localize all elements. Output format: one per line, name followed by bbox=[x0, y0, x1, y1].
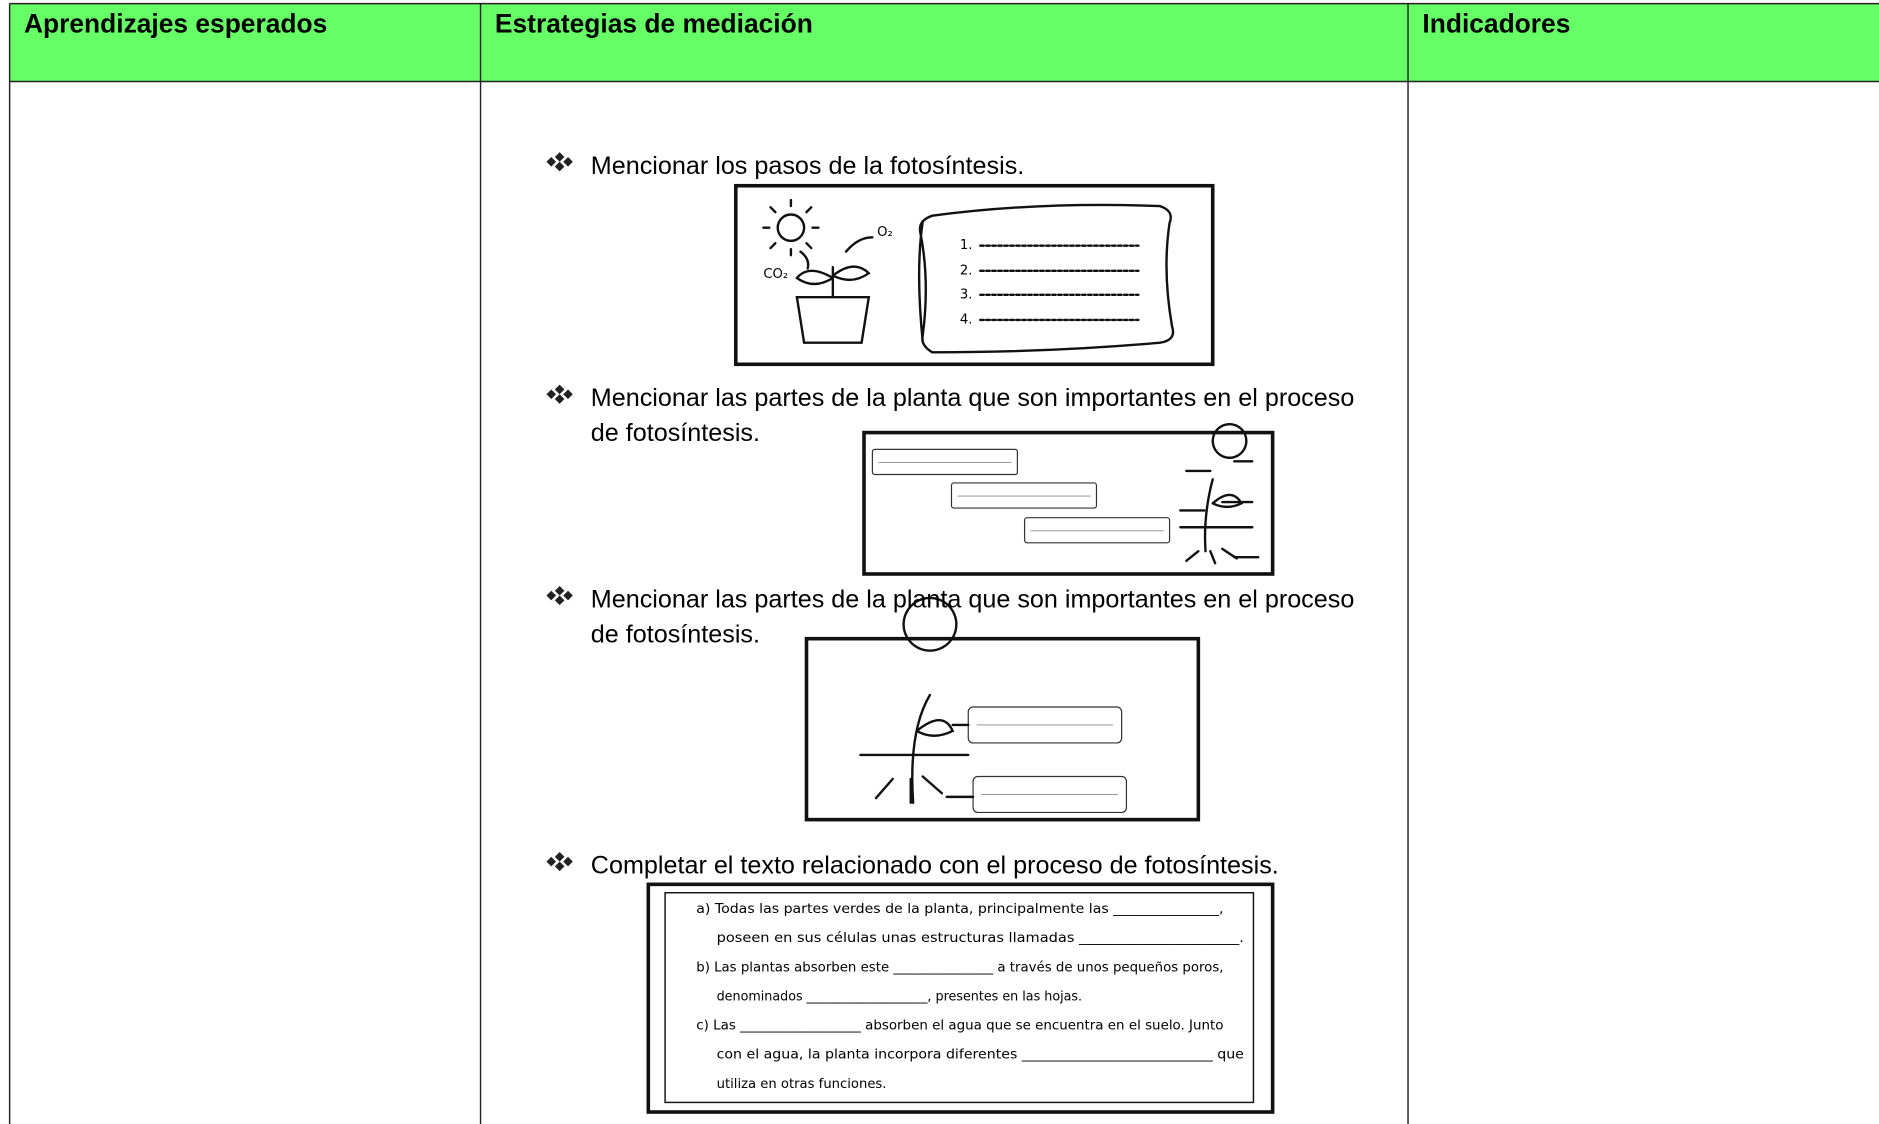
worksheet-line: poseen en sus células unas estructuras l… bbox=[717, 930, 1244, 946]
header-row bbox=[9, 3, 1879, 82]
item-text: Completar el texto relacionado con el pr… bbox=[591, 852, 1279, 880]
bullet bbox=[546, 585, 573, 606]
header-cell: Aprendizajes esperados bbox=[24, 8, 327, 38]
figure-fill-text bbox=[646, 882, 1275, 1114]
header-cell: Estrategias de mediación bbox=[495, 8, 813, 38]
item-text: de fotosíntesis. bbox=[591, 620, 760, 648]
header-cell: Indicadores bbox=[1422, 8, 1570, 38]
worksheet-line: con el agua, la planta incorpora diferen… bbox=[717, 1048, 1244, 1063]
figure-plant-parts bbox=[804, 596, 1201, 822]
table-grid bbox=[8, 2, 1879, 1124]
figure-photosynthesis-steps: CO₂ O₂ 1. 2. 3. 4. bbox=[733, 183, 1215, 367]
worksheet-line: a) Todas las partes verdes de la planta,… bbox=[696, 902, 1223, 917]
item-text: de fotosíntesis. bbox=[591, 419, 760, 447]
item-text: Mencionar las partes de la planta que so… bbox=[591, 384, 1355, 412]
gas-label: CO₂ bbox=[763, 267, 788, 282]
bullet bbox=[546, 152, 573, 172]
step-number: 1. bbox=[960, 238, 973, 253]
step-number: 3. bbox=[960, 287, 973, 302]
figure-plant-parts bbox=[862, 423, 1275, 576]
worksheet-line: c) Las __________________ absorben el ag… bbox=[696, 1019, 1223, 1034]
worksheet-line: utiliza en otras funciones. bbox=[717, 1077, 887, 1092]
bullet bbox=[546, 384, 573, 404]
item-text: Mencionar las partes de la planta que so… bbox=[591, 586, 1355, 614]
bullet bbox=[546, 851, 573, 872]
item-text: Mencionar los pasos de la fotosíntesis. bbox=[591, 152, 1024, 180]
gas-label: O₂ bbox=[877, 225, 893, 240]
worksheet-line: denominados ___________________, present… bbox=[717, 989, 1082, 1004]
step-number: 4. bbox=[960, 313, 973, 328]
worksheet-line: b) Las plantas absorben este ___________… bbox=[696, 959, 1223, 975]
step-number: 2. bbox=[960, 263, 973, 278]
